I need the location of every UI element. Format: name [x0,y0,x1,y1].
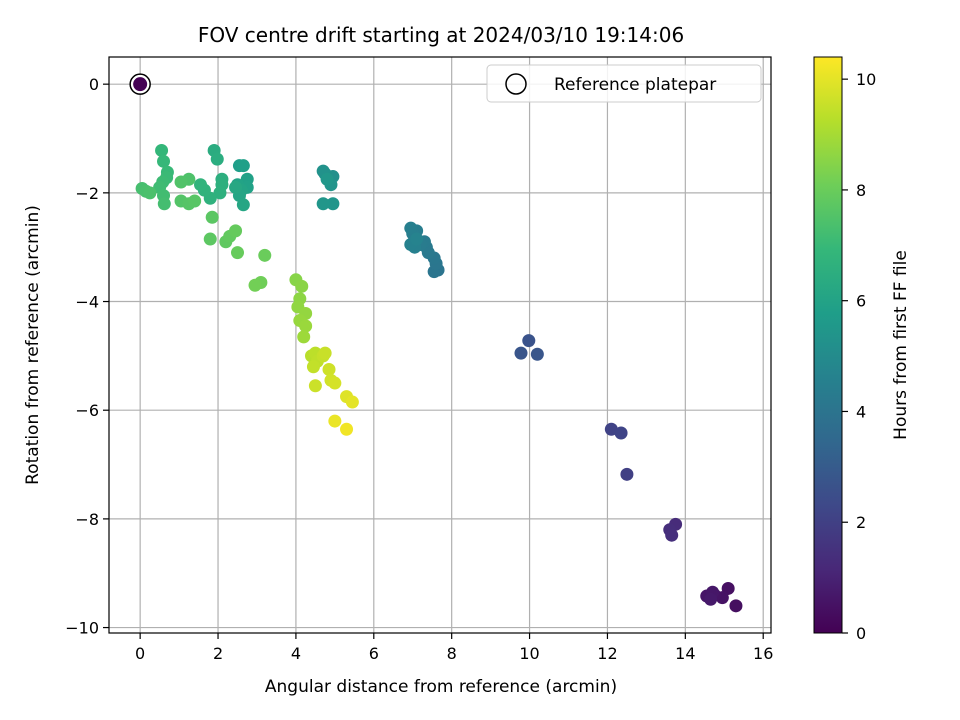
data-point [322,362,336,376]
data-point [174,175,188,189]
legend-box [486,64,762,103]
colorbar-tick-label: 10 [856,70,876,89]
data-point [326,197,340,211]
x-axis-label: Angular distance from reference (arcmin) [265,677,617,697]
legend-marker [505,73,527,95]
colorbar: 0 2 4 6 8 10 Hours from first FF file [813,56,911,643]
reference-point-fill [133,77,148,92]
y-tick-label: 0 [89,75,99,94]
data-point [297,330,311,344]
data-point [194,178,208,192]
y-axis-label: Rotation from reference (arcmin) [23,205,43,485]
data-point [295,279,309,293]
data-point [299,319,313,333]
colorbar-tick-label: 0 [856,624,866,643]
x-tick-label: 16 [753,644,773,663]
data-point [620,467,634,481]
x-tick-label: 0 [135,644,145,663]
data-point [210,152,224,166]
colorbar-tick-label: 4 [856,402,866,421]
legend: Reference platepar [486,64,762,103]
colorbar-tick-label: 2 [856,513,866,532]
data-point [236,198,250,212]
y-tick-label: −4 [75,293,99,312]
data-point [328,414,342,428]
y-tick-label: −10 [65,619,99,638]
x-tick-label: 10 [519,644,539,663]
reference-point-group [129,73,151,95]
data-point [248,278,262,292]
y-tick-label: −6 [75,401,99,420]
x-tick-label: 6 [369,644,379,663]
data-point [203,232,217,246]
grid-lines [109,57,771,633]
x-tick-label: 4 [291,644,301,663]
plot-frame [108,56,772,634]
data-point [404,221,418,235]
data-point [143,186,157,200]
data-point [229,224,243,238]
y-tick-label: −2 [75,184,99,203]
y-tick-label: −8 [75,510,99,529]
x-tick-label: 14 [675,644,695,663]
colorbar-tick-label: 8 [856,181,866,200]
data-point [258,248,272,262]
data-point [522,334,536,348]
y-axis-ticks: 0 −2 −4 −6 −8 −10 [65,75,109,638]
data-point [157,197,171,211]
data-point [345,395,359,409]
data-point [205,210,219,224]
x-tick-label: 12 [597,644,617,663]
data-point [188,194,202,208]
data-point [236,159,250,173]
colorbar-ticks: 0 2 4 6 8 10 [842,70,876,643]
data-point [320,172,334,186]
data-point [308,379,322,393]
data-point [318,346,332,360]
colorbar-tick-label: 6 [856,292,866,311]
data-point [155,143,169,157]
data-point [328,376,342,390]
data-point [231,246,245,260]
data-point [316,197,330,211]
data-point [604,422,618,436]
x-axis-ticks: 0 2 4 6 8 10 12 14 16 [135,633,773,663]
chart-title: FOV centre drift starting at 2024/03/10 … [198,23,684,47]
data-point [213,186,227,200]
data-point [665,528,679,542]
data-point [410,232,424,246]
legend-entry-reference: Reference platepar [554,75,716,95]
colorbar-label: Hours from first FF file [891,250,911,440]
data-point [614,426,628,440]
data-point [530,347,544,361]
data-point [721,581,735,595]
data-point [704,592,718,606]
data-points [135,143,743,613]
data-point [514,346,528,360]
data-point [729,599,743,613]
x-tick-label: 8 [447,644,457,663]
colorbar-gradient [813,56,843,634]
x-tick-label: 2 [213,644,223,663]
data-point [306,360,320,374]
data-point [340,422,354,436]
data-point [229,180,243,194]
data-point [157,154,171,168]
